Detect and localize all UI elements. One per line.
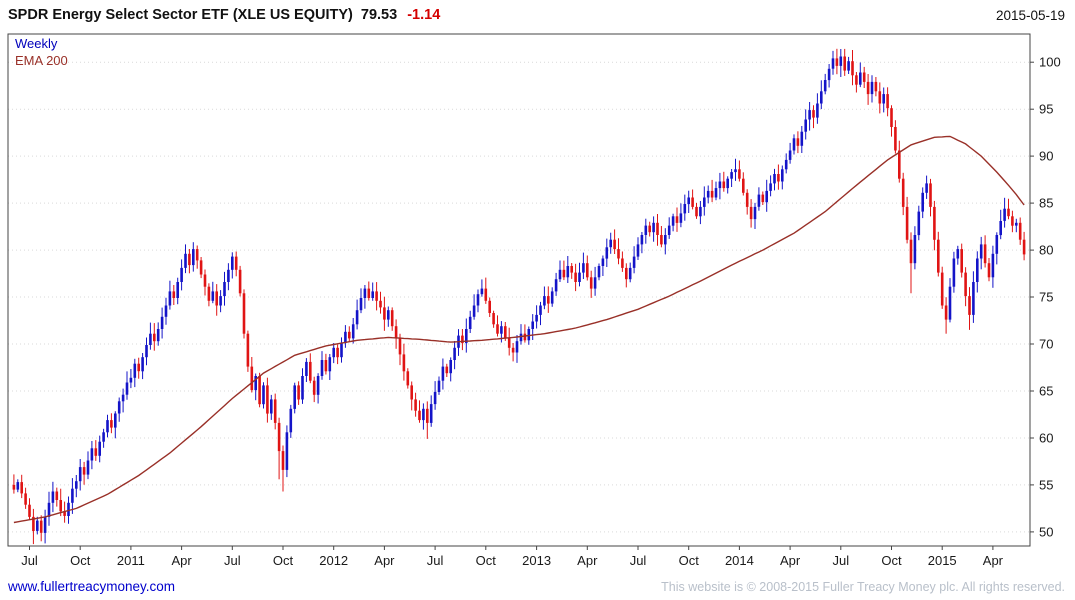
y-axis-labels: 50 55 60 65 70 75 80 85 90 95 100 (1030, 55, 1061, 539)
svg-text:2012: 2012 (319, 553, 348, 568)
svg-text:55: 55 (1039, 477, 1053, 492)
chart-title: SPDR Energy Select Sector ETF (XLE US EQ… (8, 7, 440, 23)
svg-text:Oct: Oct (273, 553, 294, 568)
svg-text:80: 80 (1039, 243, 1053, 258)
svg-text:2014: 2014 (725, 553, 754, 568)
ema-line (13, 135, 1025, 524)
candles-layer (12, 48, 1026, 545)
svg-text:Oct: Oct (476, 553, 497, 568)
instrument-name: SPDR Energy Select Sector ETF (XLE US EQ… (8, 7, 353, 23)
svg-text:2013: 2013 (522, 553, 551, 568)
svg-text:Apr: Apr (983, 553, 1004, 568)
svg-text:95: 95 (1039, 102, 1053, 117)
svg-text:65: 65 (1039, 384, 1053, 399)
last-price: 79.53 (360, 7, 398, 23)
price-change: -1.14 (407, 7, 441, 23)
svg-text:Jul: Jul (630, 553, 647, 568)
svg-text:Jul: Jul (427, 553, 444, 568)
svg-text:2011: 2011 (117, 553, 145, 568)
svg-text:50: 50 (1039, 524, 1053, 539)
svg-text:Apr: Apr (780, 553, 801, 568)
chart-footer: www.fullertreacymoney.com This website i… (8, 579, 1065, 597)
svg-text:70: 70 (1039, 337, 1053, 352)
svg-text:Jul: Jul (21, 553, 38, 568)
svg-text:Apr: Apr (577, 553, 598, 568)
chart-legend: Weekly EMA 200 (15, 35, 68, 69)
grid-layer (8, 61, 1030, 533)
chart-area: 50 55 60 65 70 75 80 85 90 95 100 Jul Oct 2011 Apr Jul O… (0, 28, 1075, 576)
chart-svg: 50 55 60 65 70 75 80 85 90 95 100 Jul Oct 2011 Apr Jul O… (7, 33, 1061, 568)
x-axis-labels: Jul Oct 2011 Apr Jul Oct 2012 Apr Jul Oct 2013 Apr J… (21, 546, 1004, 568)
svg-text:2015: 2015 (928, 553, 957, 568)
svg-text:Oct: Oct (679, 553, 700, 568)
site-link[interactable]: www.fullertreacymoney.com (8, 579, 176, 594)
svg-text:Oct: Oct (70, 553, 91, 568)
svg-text:Apr: Apr (171, 553, 192, 568)
svg-text:Jul: Jul (224, 553, 241, 568)
legend-weekly: Weekly (15, 36, 58, 51)
svg-text:Jul: Jul (832, 553, 849, 568)
legend-ema-200: EMA 200 (15, 53, 68, 68)
svg-text:75: 75 (1039, 290, 1053, 305)
svg-text:90: 90 (1039, 149, 1053, 164)
svg-text:Apr: Apr (374, 553, 395, 568)
svg-text:100: 100 (1039, 55, 1061, 70)
chart-date: 2015-05-19 (995, 7, 1065, 23)
svg-text:60: 60 (1039, 431, 1053, 446)
chart-header: SPDR Energy Select Sector ETF (XLE US EQ… (0, 0, 1075, 28)
svg-text:Oct: Oct (881, 553, 902, 568)
copyright-text: This website is © 2008-2015 Fuller Treac… (661, 580, 1065, 594)
plot-border (7, 33, 1031, 547)
svg-text:85: 85 (1039, 196, 1053, 211)
